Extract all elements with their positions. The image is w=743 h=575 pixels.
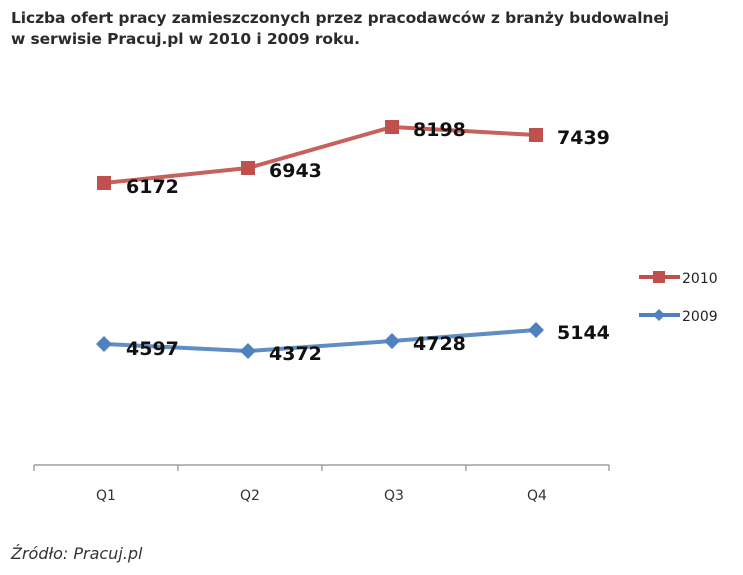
- marker-2009-q1: [96, 336, 112, 352]
- source-note: Źródło: Pracuj.pl: [11, 544, 143, 563]
- legend-label-2009: 2009: [682, 309, 718, 325]
- marker-2010-q3: [385, 120, 399, 134]
- marker-2010-q1: [97, 176, 111, 190]
- x-tick-q2: Q2: [240, 488, 260, 504]
- marker-2009-q4: [528, 322, 544, 338]
- x-tick-q1: Q1: [96, 488, 116, 504]
- chart-title-line-1: Liczba ofert pracy zamieszczonych przez …: [11, 9, 669, 27]
- marker-2010-q4: [529, 128, 543, 142]
- x-axis: Q1 Q2 Q3 Q4: [33, 464, 610, 504]
- series-2010: 6172 6943 8198 7439: [97, 119, 610, 198]
- x-tick-q4: Q4: [527, 488, 547, 504]
- legend-square-icon: [653, 271, 665, 283]
- data-label-2009-q4: 5144: [557, 322, 610, 344]
- legend-label-2010: 2010: [682, 271, 718, 287]
- x-tick-q3: Q3: [384, 488, 404, 504]
- legend: 2010 2009: [639, 271, 718, 325]
- legend-diamond-icon: [653, 309, 665, 321]
- chart-title: Liczba ofert pracy zamieszczonych przez …: [11, 8, 669, 50]
- data-label-2010-q2: 6943: [269, 160, 322, 182]
- series-2009: 4597 4372 4728 5144: [96, 322, 610, 365]
- marker-2010-q2: [241, 161, 255, 175]
- data-label-2009-q1: 4597: [126, 338, 179, 360]
- marker-2009-q2: [240, 343, 256, 359]
- marker-2009-q3: [384, 333, 400, 349]
- chart-title-line-2: w serwisie Pracuj.pl w 2010 i 2009 roku.: [11, 30, 360, 48]
- legend-item-2010: 2010: [639, 271, 718, 287]
- data-label-2010-q1: 6172: [126, 176, 179, 198]
- data-label-2010-q4: 7439: [557, 127, 610, 149]
- legend-item-2009: 2009: [639, 309, 718, 325]
- data-label-2009-q3: 4728: [413, 333, 466, 355]
- data-label-2010-q3: 8198: [413, 119, 466, 141]
- data-label-2009-q2: 4372: [269, 343, 322, 365]
